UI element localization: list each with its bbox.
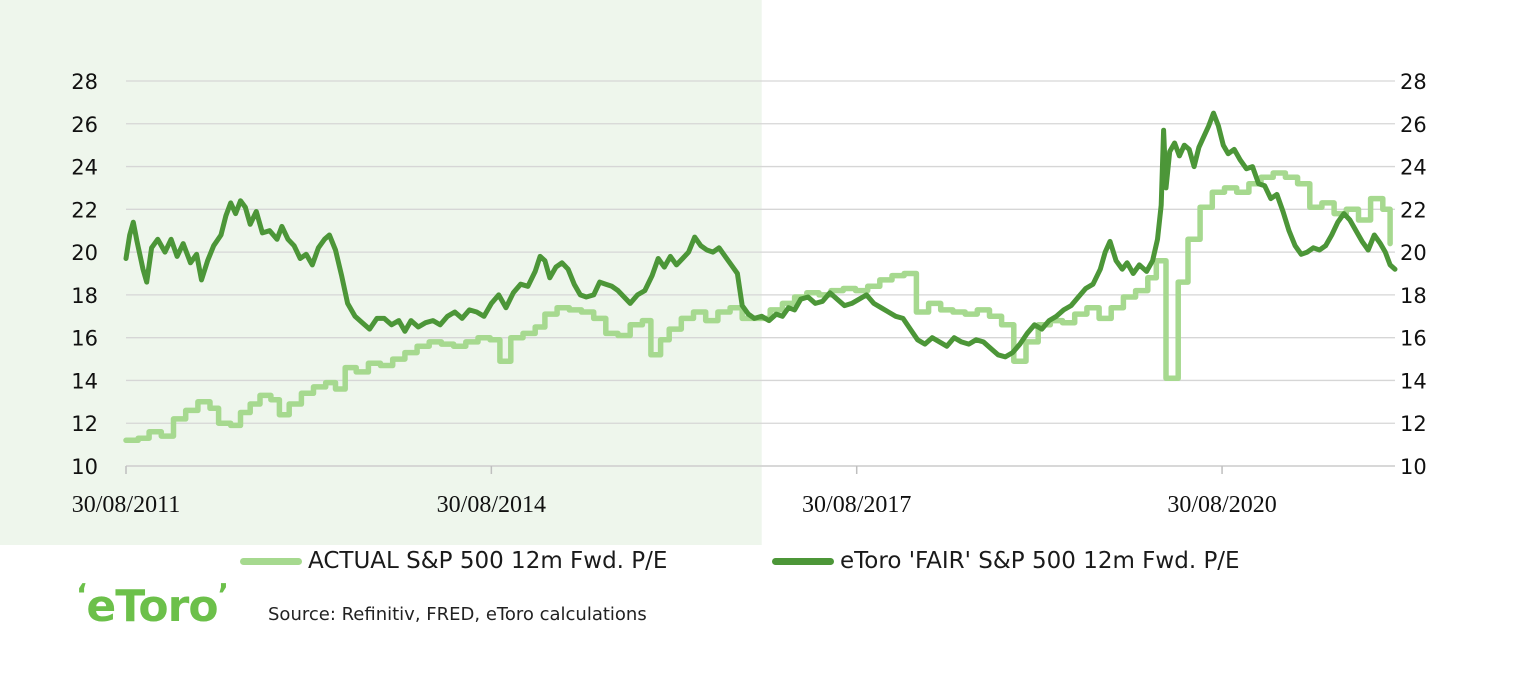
x-tick-label: 30/08/2014 <box>437 492 546 518</box>
y-tick-label-left: 14 <box>71 369 98 393</box>
legend-item-fair: eToro 'FAIR' S&P 500 12m Fwd. P/E <box>772 548 1240 574</box>
legend-item-actual: ACTUAL S&P 500 12m Fwd. P/E <box>240 548 667 574</box>
logo-left-horn-icon: ‘ <box>76 578 87 613</box>
logo-text: eToro <box>86 581 218 632</box>
legend-label-actual: ACTUAL S&P 500 12m Fwd. P/E <box>308 548 668 574</box>
y-tick-label-left: 24 <box>71 156 98 180</box>
series-line-actual <box>123 170 1393 444</box>
legend-swatch-fair <box>772 557 834 565</box>
y-axis-left: 10 12 14 16 18 20 22 24 26 28 <box>71 70 98 479</box>
y-tick-label-left: 26 <box>71 113 98 137</box>
y-tick-label-right: 14 <box>1400 369 1427 393</box>
y-tick-label-right: 28 <box>1400 70 1427 94</box>
x-axis: 30/08/2011 30/08/2014 30/08/2017 30/08/2020 <box>72 465 1395 518</box>
series-lines <box>123 110 1398 444</box>
series-line-fair <box>123 110 1398 360</box>
y-tick-label-left: 20 <box>71 241 98 265</box>
x-tick-label: 30/08/2017 <box>802 492 911 518</box>
source-note: Source: Refinitiv, FRED, eToro calculati… <box>268 604 647 625</box>
legend-swatch-actual <box>240 557 302 565</box>
y-tick-label-right: 16 <box>1400 327 1427 351</box>
y-tick-label-left: 16 <box>71 327 98 351</box>
y-tick-label-left: 22 <box>71 198 98 222</box>
logo-right-horn-icon: ’ <box>217 578 229 613</box>
y-tick-label-right: 10 <box>1400 455 1427 479</box>
y-tick-label-right: 12 <box>1400 412 1427 436</box>
etoro-logo: ‘eToro’ <box>76 578 229 632</box>
y-tick-label-left: 28 <box>71 70 98 94</box>
y-tick-label-right: 18 <box>1400 284 1427 308</box>
y-tick-label-left: 10 <box>71 455 98 479</box>
y-tick-label-right: 20 <box>1400 241 1427 265</box>
y-tick-label-right: 22 <box>1400 198 1427 222</box>
y-tick-label-left: 12 <box>71 412 98 436</box>
pe-line-chart: 10 12 14 16 18 20 22 24 26 28 10 12 14 16 18 20 22 24 26 2… <box>0 0 1427 545</box>
legend-label-fair: eToro 'FAIR' S&P 500 12m Fwd. P/E <box>840 548 1240 574</box>
x-tick-label: 30/08/2011 <box>72 492 180 518</box>
y-tick-label-left: 18 <box>71 284 98 308</box>
y-tick-label-right: 26 <box>1400 113 1427 137</box>
y-axis-right: 10 12 14 16 18 20 22 24 26 28 <box>1400 70 1427 479</box>
x-tick-label: 30/08/2020 <box>1167 492 1276 518</box>
highlighted-period-shading <box>0 0 762 545</box>
y-tick-label-right: 24 <box>1400 156 1427 180</box>
